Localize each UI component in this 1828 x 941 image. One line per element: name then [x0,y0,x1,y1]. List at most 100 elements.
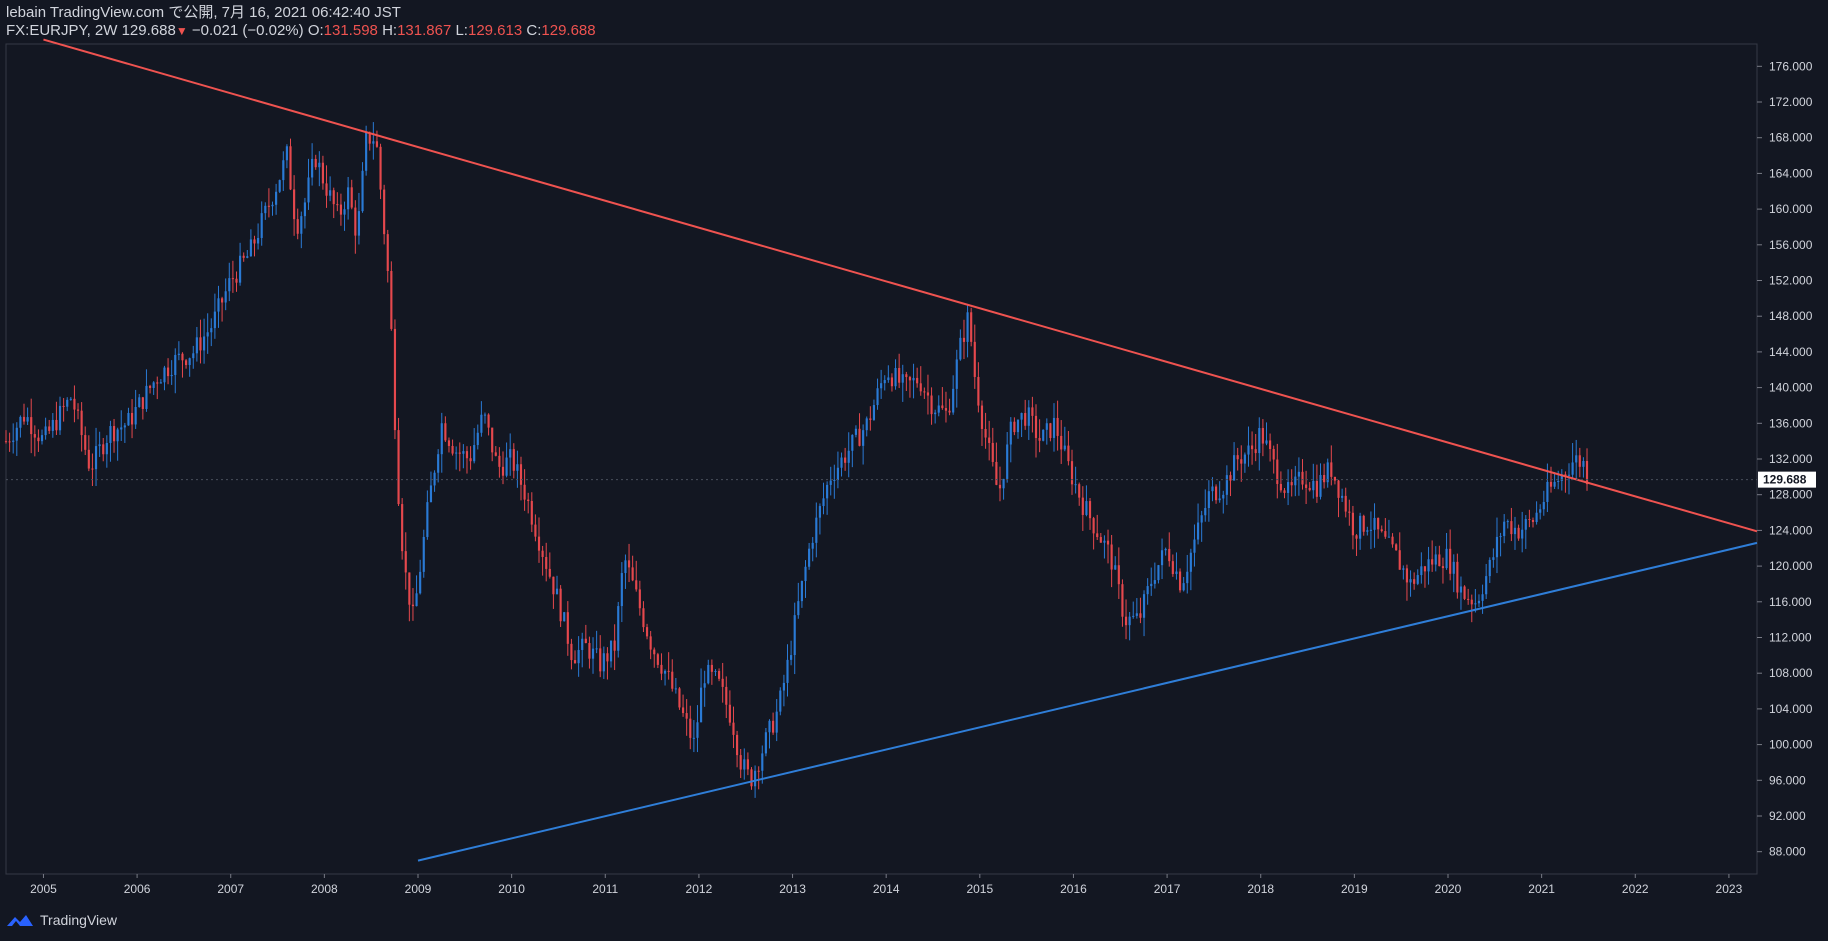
candle-body [1218,498,1221,501]
last-price-badge [1758,471,1816,488]
candle-body [1308,487,1311,491]
candle-body [930,395,933,415]
tradingview-logo[interactable]: TradingView [6,912,117,928]
candle-body [1171,561,1174,575]
trendlines-layer[interactable] [43,38,1758,862]
candle-body [952,388,955,413]
candle-body [1359,515,1362,539]
candle-body [782,682,785,691]
candle-body [181,353,184,361]
candle-body [699,687,703,723]
tradingview-brand: TradingView [40,912,118,928]
candle-body [573,660,577,664]
candle-body [1355,535,1358,539]
y-tick-label: 100.000 [1769,738,1813,752]
candle-body [714,671,717,673]
support-trendline[interactable] [417,541,1758,862]
candle-body [977,376,980,406]
candles-layer [4,122,1589,798]
candle-body [1387,536,1391,538]
candle-body [318,162,321,168]
time-axis[interactable]: 2005 2006 2007 2008 2009 2010 2011 2012 2013 2014… [30,874,1743,896]
candle-body [127,412,130,426]
candle-body [260,213,263,238]
candle-body [595,648,598,650]
candle-body [120,427,123,430]
candle-body [112,426,116,442]
candle-body [681,707,685,714]
candle-body [1067,445,1070,462]
candle-body [545,557,548,569]
y-tick-label: 96.000 [1769,773,1806,787]
candle-body [663,670,667,674]
resistance-trendline[interactable] [43,38,1758,533]
candle-body [1020,413,1023,420]
candle-body [1261,428,1264,444]
candle-body [754,770,757,787]
candle-body [732,722,735,735]
candle-body [1207,491,1210,509]
candle-body [235,278,238,283]
y-tick-label: 108.000 [1769,666,1813,680]
y-tick-label: 176.000 [1769,59,1813,73]
candle-body [170,374,173,377]
candle-body [372,141,375,144]
candle-body [995,461,998,485]
candle-body [916,377,919,384]
candle-body [145,385,148,409]
candle-body [1002,478,1005,489]
candle-body [1099,537,1102,543]
candle-body [566,612,569,644]
candle-body [591,648,595,659]
candle-body [426,502,429,537]
candle-body [422,536,425,572]
close-value: 129.688 [541,22,596,39]
candle-body [818,506,821,518]
candle-body [1016,419,1020,433]
candle-body [1117,565,1120,585]
y-tick-label: 152.000 [1769,274,1813,288]
candle-body [1506,521,1509,523]
candle-body [1013,421,1016,433]
candle-body [1413,579,1416,584]
candle-body [105,442,108,455]
candle-body [231,278,234,280]
candle-body [1377,517,1380,530]
candle-body [48,426,51,431]
x-tick-label: 2020 [1435,882,1462,896]
candle-body [926,392,930,396]
candle-body [1564,474,1567,476]
candle-body [862,430,865,446]
candle-body [1539,509,1542,513]
candle-body [775,711,778,733]
candle-body [1193,539,1196,553]
candle-body [1423,566,1427,572]
candle-body [1402,568,1405,570]
candle-body [202,336,206,351]
candle-body [768,720,771,733]
candle-body [1063,445,1066,450]
candle-body [1160,550,1164,566]
candle-body [455,452,458,454]
candle-body [300,216,303,234]
candle-body [480,414,483,433]
symbol-label[interactable]: FX:EURJPY, 2W [6,22,118,39]
candle-body [1074,484,1077,486]
candle-body [1189,552,1192,572]
x-tick-label: 2005 [30,882,57,896]
candle-body [444,423,447,441]
candle-body [1034,415,1038,438]
candle-body [1312,480,1315,491]
candle-body [458,452,461,454]
candle-body [1337,480,1340,498]
candle-body [1434,554,1437,565]
candle-body [1006,444,1009,479]
candle-body [1470,599,1473,605]
price-axis[interactable]: 176.000 172.000 168.000 164.000 160.000 156.0… [1757,59,1813,859]
candle-body [350,187,353,208]
candle-body [1485,576,1488,595]
candle-body [329,190,332,196]
candle-body [1052,417,1056,438]
y-tick-label: 168.000 [1769,131,1813,145]
